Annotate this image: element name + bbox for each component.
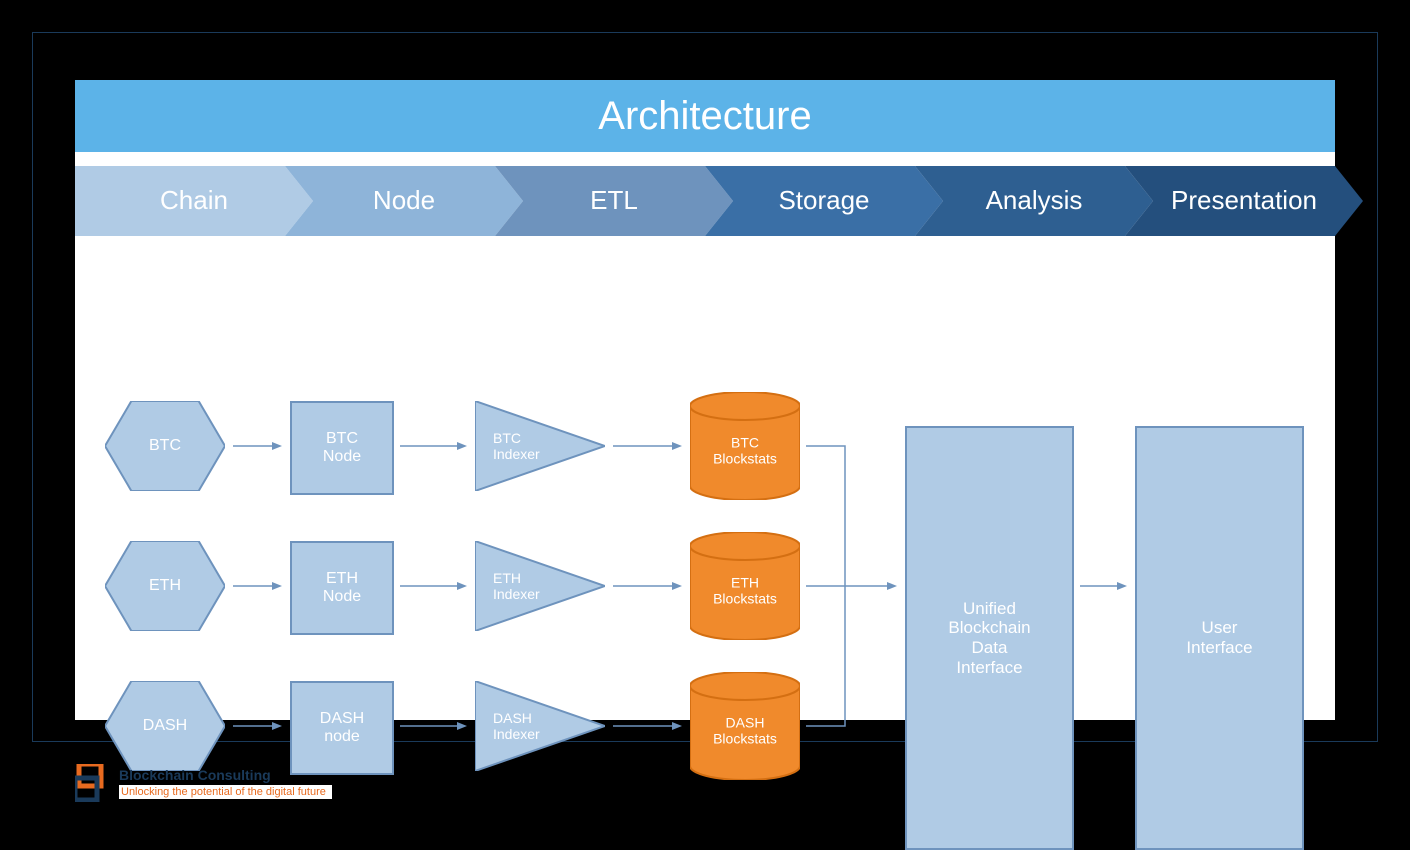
chevron-label: Node xyxy=(373,186,435,216)
chain-label: BTC xyxy=(149,437,181,455)
chevron-storage: Storage xyxy=(705,166,943,236)
indexer-label: DASHIndexer xyxy=(493,710,563,742)
chevron-label: Presentation xyxy=(1171,186,1317,216)
logo-text: Blockchain Consulting Unlocking the pote… xyxy=(119,767,332,799)
diagram-title: Architecture xyxy=(598,94,811,139)
logo-area: Blockchain Consulting Unlocking the pote… xyxy=(75,764,332,802)
chevron-label: Storage xyxy=(778,186,869,216)
chevron-presentation: Presentation xyxy=(1125,166,1363,236)
presentation-column: UserInterface xyxy=(1135,426,1304,850)
node-label: ETHNode xyxy=(323,570,361,607)
chain-hex-dash: DASH xyxy=(105,681,225,771)
analysis-column: UnifiedBlockchainDataInterface xyxy=(905,426,1074,850)
chevron-etl: ETL xyxy=(495,166,733,236)
chain-hex-eth: ETH xyxy=(105,541,225,631)
chevron-label: ETL xyxy=(590,186,638,216)
slide-frame: Architecture Chain Node ETL Storage Anal… xyxy=(0,0,1410,822)
logo-title: Blockchain Consulting xyxy=(119,767,332,783)
node-label: BTCNode xyxy=(323,430,361,467)
chevron-row: Chain Node ETL Storage Analysis Presenta… xyxy=(75,166,1335,236)
storage-db-btc: BTCBlockstats xyxy=(690,392,800,500)
title-bar: Architecture xyxy=(75,80,1335,152)
indexer-tri-btc: BTCIndexer xyxy=(475,401,605,491)
chain-hex-btc: BTC xyxy=(105,401,225,491)
storage-db-dash: DASHBlockstats xyxy=(690,672,800,780)
storage-db-eth: ETHBlockstats xyxy=(690,532,800,640)
indexer-tri-eth: ETHIndexer xyxy=(475,541,605,631)
chevron-analysis: Analysis xyxy=(915,166,1153,236)
indexer-label: ETHIndexer xyxy=(493,570,563,602)
node-box-eth: ETHNode xyxy=(290,541,394,635)
chevron-chain: Chain xyxy=(75,166,313,236)
storage-label: DASHBlockstats xyxy=(690,715,800,747)
chain-label: DASH xyxy=(143,717,187,735)
node-box-dash: DASHnode xyxy=(290,681,394,775)
chevron-node: Node xyxy=(285,166,523,236)
chevron-label: Analysis xyxy=(986,186,1083,216)
analysis-label: UnifiedBlockchainDataInterface xyxy=(948,599,1030,677)
node-label: DASHnode xyxy=(320,710,364,747)
storage-label: ETHBlockstats xyxy=(690,575,800,607)
chevron-label: Chain xyxy=(160,186,228,216)
indexer-label: BTCIndexer xyxy=(493,430,563,462)
node-box-btc: BTCNode xyxy=(290,401,394,495)
indexer-tri-dash: DASHIndexer xyxy=(475,681,605,771)
architecture-diagram: Architecture Chain Node ETL Storage Anal… xyxy=(75,80,1335,720)
logo-icon xyxy=(75,764,109,802)
chain-label: ETH xyxy=(149,577,181,595)
storage-label: BTCBlockstats xyxy=(690,435,800,467)
logo-tagline: Unlocking the potential of the digital f… xyxy=(119,785,332,799)
presentation-label: UserInterface xyxy=(1186,618,1252,657)
